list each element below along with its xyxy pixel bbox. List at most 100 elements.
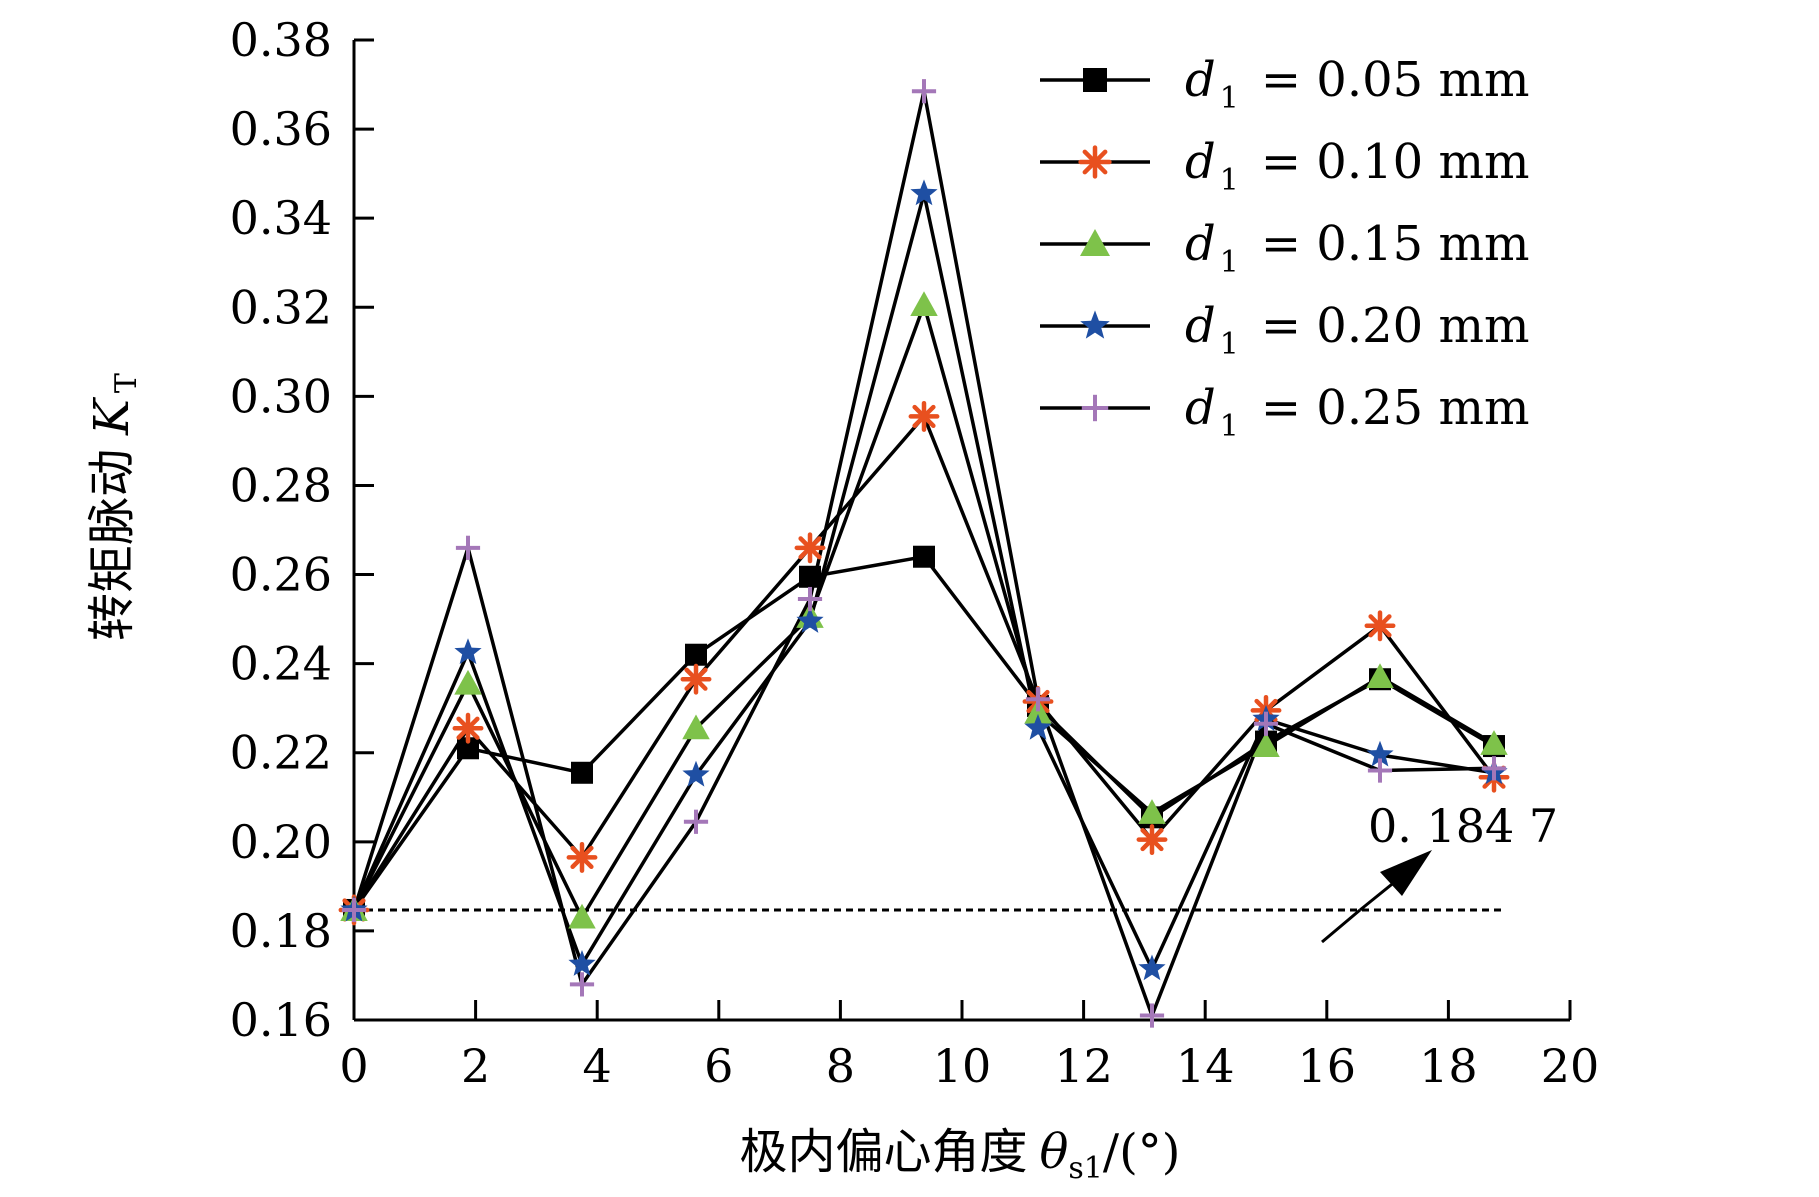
legend: d 1 = 0.05 mmd 1 = 0.10 mmd 1 = 0.15 mmd 1 = 0.2… <box>1040 52 1529 444</box>
data-point-asterisk <box>1364 610 1396 642</box>
x-axis-title-text: 极内偏心角度 <box>739 1124 1027 1180</box>
data-point-asterisk <box>1078 145 1112 179</box>
y-tick-label: 0.24 <box>230 637 332 691</box>
data-point-square <box>685 643 707 666</box>
y-axis-title-symbol: K <box>84 396 140 436</box>
y-tick-label: 0.18 <box>230 904 332 958</box>
legend-label: d 1 = 0.05 mm <box>1185 52 1529 116</box>
data-point-triangle <box>568 903 596 929</box>
legend-value: = 0.10 mm <box>1261 134 1530 190</box>
data-point-plus <box>455 535 481 560</box>
series-line <box>352 414 1496 911</box>
data-point-square <box>799 565 821 588</box>
legend-label: d 1 = 0.20 mm <box>1185 298 1529 362</box>
x-axis-title: 极内偏心角度 θs1/(°) <box>739 1124 1180 1186</box>
data-point-triangle <box>682 714 710 740</box>
legend-item: d 1 = 0.10 mm <box>1040 134 1529 198</box>
asterisk-stroke <box>1368 614 1392 638</box>
x-tick-label: 20 <box>1541 1039 1600 1093</box>
y-ticks: 0.16 0.18 0.20 0.22 0.24 0.26 0.28 0.30 0.32 0.34… <box>230 13 374 1047</box>
data-point-star <box>1138 954 1166 981</box>
legend-subscript: 1 <box>1220 409 1239 444</box>
legend-value: = 0.25 mm <box>1261 380 1530 436</box>
data-point-star <box>1080 310 1110 339</box>
data-point-square <box>1083 68 1107 92</box>
x-tick-label: 6 <box>704 1039 733 1093</box>
legend-label: d 1 = 0.15 mm <box>1185 216 1529 280</box>
legend-item: d 1 = 0.20 mm <box>1040 298 1529 362</box>
data-point-plus <box>1367 758 1393 783</box>
reference-line-group <box>354 850 1505 944</box>
data-point-plus <box>911 79 937 104</box>
series-line <box>352 554 1495 912</box>
data-point-star <box>682 760 710 787</box>
data-point-asterisk <box>680 663 712 695</box>
y-tick-label: 0.32 <box>230 280 332 334</box>
reference-arrow-shaft <box>1321 908 1361 944</box>
data-point-plus <box>341 897 367 923</box>
data-point-star <box>1024 713 1052 740</box>
legend-symbol: d <box>1185 52 1216 108</box>
legend-item: d 1 = 0.25 mm <box>1040 380 1529 444</box>
asterisk-stroke <box>1082 149 1108 175</box>
data-point-asterisk <box>566 841 598 873</box>
asterisk-stroke <box>684 667 708 691</box>
x-ticks: 0 2 4 6 8 10 12 14 16 18 20 <box>339 1000 1599 1093</box>
y-tick-label: 0.36 <box>230 102 332 156</box>
x-tick-label: 4 <box>583 1039 612 1093</box>
data-point-star <box>910 179 938 206</box>
y-axis-title-subscript: T <box>109 373 144 393</box>
data-point-triangle <box>1252 732 1280 758</box>
asterisk-stroke <box>798 536 822 560</box>
data-point-star <box>796 607 824 633</box>
x-axis-title-unit: /(°) <box>1103 1124 1181 1180</box>
data-point-asterisk <box>1136 824 1168 856</box>
data-point-triangle <box>1138 799 1166 824</box>
y-tick-label: 0.20 <box>230 815 332 869</box>
reference-value-label: 0. 184 7 <box>1368 799 1558 853</box>
data-point-star <box>454 638 482 665</box>
x-tick-label: 8 <box>826 1039 855 1093</box>
legend-symbol: d <box>1185 216 1216 272</box>
x-tick-label: 2 <box>461 1039 490 1093</box>
data-point-plus <box>797 586 823 612</box>
y-tick-label: 0.30 <box>230 369 332 423</box>
legend-label: d 1 = 0.10 mm <box>1185 134 1529 198</box>
data-point-star <box>1366 740 1394 767</box>
data-point-plus <box>1081 394 1109 422</box>
x-tick-label: 16 <box>1298 1039 1357 1093</box>
data-point-plus <box>569 972 595 997</box>
legend-symbol: d <box>1185 134 1216 190</box>
legend-subscript: 1 <box>1220 245 1239 280</box>
y-tick-label: 0.38 <box>230 13 332 67</box>
data-point-asterisk <box>794 532 826 564</box>
data-point-square <box>913 545 935 568</box>
data-point-asterisk <box>452 712 484 744</box>
data-point-triangle <box>910 291 938 317</box>
legend-symbol: d <box>1185 298 1216 354</box>
data-point-plus <box>683 809 709 834</box>
y-tick-label: 0.34 <box>230 191 332 245</box>
asterisk-stroke <box>1140 828 1164 852</box>
legend-label: d 1 = 0.25 mm <box>1185 380 1529 444</box>
x-axis-title-subscript: s1 <box>1068 1151 1102 1186</box>
legend-value: = 0.15 mm <box>1261 216 1530 272</box>
data-point-plus <box>1139 1003 1165 1028</box>
asterisk-stroke <box>456 716 480 740</box>
x-tick-label: 14 <box>1176 1039 1235 1093</box>
asterisk-stroke <box>570 845 594 869</box>
x-tick-label: 0 <box>339 1039 368 1093</box>
reference-arrow-head <box>1380 850 1432 896</box>
legend-subscript: 1 <box>1220 81 1239 116</box>
legend-value: = 0.05 mm <box>1261 52 1530 108</box>
data-point-square <box>571 761 593 784</box>
x-tick-label: 18 <box>1419 1039 1478 1093</box>
data-point-triangle <box>1480 730 1508 755</box>
y-axis-title-text: 转矩脉动 <box>84 449 140 641</box>
data-point-plus <box>1025 687 1051 712</box>
y-tick-label: 0.26 <box>230 548 332 602</box>
x-axis-title-symbol: θ <box>1040 1124 1069 1180</box>
data-point-triangle <box>1080 229 1110 256</box>
y-tick-label: 0.22 <box>230 726 332 780</box>
